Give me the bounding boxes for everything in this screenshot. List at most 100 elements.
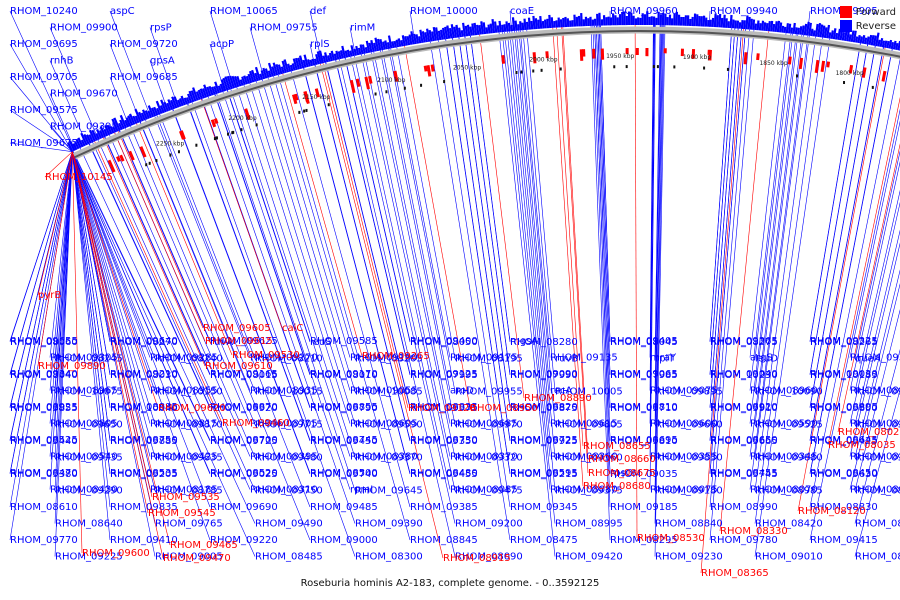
- gene-label: RHOM_09640: [110, 336, 178, 347]
- reverse-gene-mark: [264, 68, 270, 79]
- scale-tick-label: 2000 kbp: [529, 57, 557, 64]
- reverse-gene-mark: [406, 36, 411, 46]
- gene-label: RHOM_09585: [310, 336, 378, 347]
- reverse-gene-mark: [431, 31, 435, 42]
- label-connector: [354, 55, 451, 490]
- label-connector: [849, 201, 900, 424]
- reverse-gene-mark: [153, 106, 159, 116]
- forward-gene-mark: [355, 78, 361, 88]
- reverse-gene-mark: [573, 14, 577, 27]
- reverse-gene-mark: [464, 25, 469, 37]
- reverse-gene-mark: [841, 32, 846, 41]
- reverse-gene-mark: [810, 28, 814, 37]
- reverse-gene-mark: [67, 142, 74, 153]
- gene-label: RHOM_08395: [250, 452, 318, 463]
- reverse-gene-mark: [839, 31, 843, 41]
- reverse-gene-mark: [208, 85, 214, 96]
- gene-label: RHOM_08080: [550, 485, 618, 496]
- connector-lines: [9, 10, 900, 574]
- gene-label: RHOM_10065: [210, 6, 278, 17]
- gene-label-forward: RHOM_08660: [588, 454, 656, 465]
- gene-label: RHOM_08600: [650, 419, 718, 430]
- reverse-gene-mark: [262, 67, 268, 79]
- label-connector: [344, 57, 411, 343]
- gene-label: RHOM_08605: [350, 419, 418, 430]
- gene-label: RHOM_08695: [610, 435, 678, 446]
- label-connector: [364, 53, 451, 457]
- label-connector: [9, 151, 73, 376]
- gene-label-forward: RHOM_09545: [148, 508, 216, 519]
- gene-label: RHOM_09650: [55, 420, 123, 431]
- gene-label: RHOM_08065: [850, 485, 900, 496]
- label-connector: [49, 60, 88, 146]
- gene-label: RHOM_08705: [250, 419, 318, 430]
- reverse-gene-mark: [298, 55, 305, 69]
- reverse-gene-mark: [106, 124, 113, 135]
- label-connector: [827, 96, 900, 446]
- gene-label: RHOM_09480: [255, 453, 323, 464]
- gene-label: RHOM_08475: [510, 535, 578, 546]
- reverse-gene-mark: [562, 17, 565, 28]
- reverse-gene-mark: [511, 17, 516, 32]
- label-connector: [119, 130, 211, 342]
- reverse-gene-mark: [401, 35, 406, 47]
- label-connector: [187, 103, 311, 441]
- reverse-gene-mark: [888, 39, 893, 49]
- label-connector: [9, 43, 73, 152]
- reverse-gene-mark: [702, 15, 706, 27]
- gene-label: rplS: [310, 39, 330, 50]
- reverse-gene-mark: [359, 44, 364, 55]
- reverse-gene-mark: [503, 24, 507, 32]
- label-connector: [72, 151, 151, 457]
- gene-label: RHOM_09010: [755, 552, 823, 563]
- scale-ticks: 2250 kbp 2200 kbp 2150 kbp 2100 kbp 2050 kbp…: [156, 53, 864, 148]
- gene-label: RHOM_09200: [455, 519, 523, 530]
- reverse-gene-mark: [525, 21, 529, 30]
- gene-label: RHOM_08245: [55, 354, 123, 365]
- reverse-gene-mark: [758, 23, 762, 31]
- label-connector: [72, 151, 151, 358]
- gene-label: RHOM_09065: [610, 369, 678, 380]
- label-connector: [322, 63, 409, 409]
- label-connector: [118, 130, 211, 343]
- scale-tick-label: 2250 kbp: [156, 141, 184, 148]
- label-connector: [749, 34, 797, 424]
- gene-label: RHOM_08850: [855, 552, 900, 563]
- reverse-gene-mark: [283, 59, 290, 73]
- feature-marker: [177, 150, 180, 154]
- label-connector: [809, 45, 876, 409]
- label-connector: [594, 25, 611, 475]
- label-connector: [114, 132, 206, 342]
- feature-marker: [227, 132, 230, 136]
- feature-marker: [559, 67, 562, 71]
- label-connector: [754, 36, 816, 491]
- label-connector: [72, 151, 159, 409]
- reverse-gene-mark: [892, 40, 897, 50]
- gene-label: RHOM_08045: [610, 337, 678, 348]
- reverse-gene-mark: [328, 52, 333, 62]
- reverse-gene-mark: [866, 36, 870, 45]
- label-connector: [370, 52, 456, 458]
- gene-label: argS: [750, 353, 773, 364]
- label-connector: [149, 27, 179, 108]
- gene-label: RHOM_08960: [750, 386, 818, 397]
- reverse-gene-mark: [119, 114, 127, 129]
- label-connector: [9, 76, 73, 152]
- reverse-gene-mark: [337, 51, 342, 60]
- label-connector: [214, 94, 311, 375]
- reverse-gene-mark: [761, 20, 765, 31]
- reverse-gene-mark: [870, 34, 875, 46]
- reverse-gene-mark: [879, 37, 884, 48]
- label-connector: [291, 71, 411, 508]
- gene-label: RHOM_09025: [210, 469, 278, 480]
- gene-label: RHOM_09895: [655, 387, 723, 398]
- reverse-gene-mark: [425, 28, 431, 42]
- gene-label: RHOM_08060: [10, 337, 78, 348]
- forward-gene-mark: [820, 60, 826, 72]
- reverse-gene-mark: [322, 55, 327, 63]
- forward-gene-mark: [368, 75, 373, 84]
- reverse-gene-mark: [852, 30, 857, 43]
- gene-label: RHOM_08335: [850, 452, 900, 463]
- gene-label: RHOM_09075: [650, 386, 718, 397]
